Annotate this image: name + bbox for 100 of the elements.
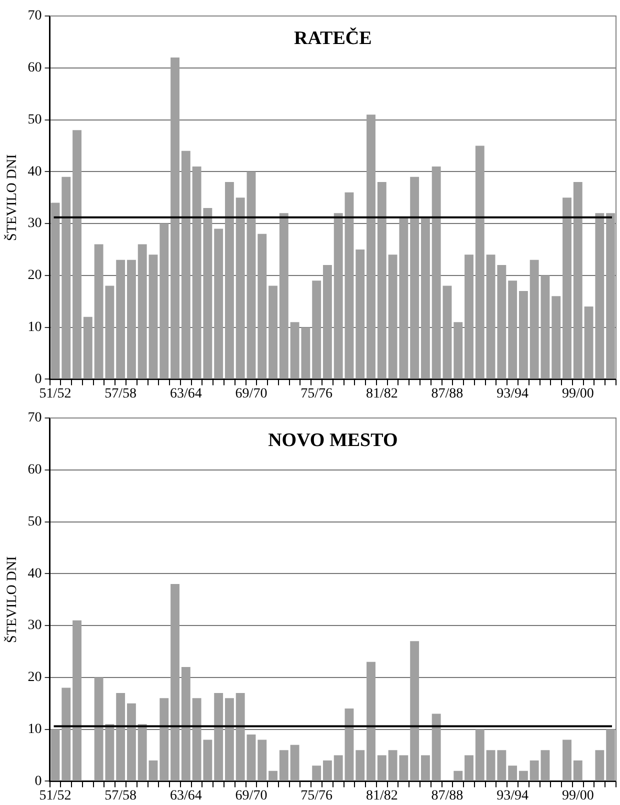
bar: [246, 734, 256, 781]
x-tick-label: 87/88: [431, 386, 464, 402]
bar: [50, 729, 60, 781]
x-tick-label: 75/76: [300, 386, 333, 402]
bar: [138, 724, 147, 781]
bar: [322, 760, 332, 781]
bar: [50, 202, 60, 379]
bar: [127, 260, 136, 379]
bar: [497, 265, 506, 379]
bar: [224, 698, 234, 781]
bar: [268, 286, 278, 379]
bar: [464, 254, 474, 379]
y-tick-label: 50: [28, 514, 42, 530]
bar: [573, 182, 582, 379]
bar: [562, 740, 572, 781]
bar: [160, 698, 169, 781]
bar: [236, 692, 245, 781]
bar: [72, 620, 82, 781]
bar: [540, 275, 550, 379]
bar: [508, 280, 518, 379]
bar: [290, 744, 300, 781]
y-tick-label: 10: [28, 722, 42, 737]
bar: [432, 714, 441, 781]
y-tick-label: 40: [28, 566, 42, 582]
bar: [116, 692, 126, 781]
bar: [181, 667, 190, 781]
bar: [116, 260, 126, 379]
bar: [160, 224, 169, 379]
bar: [420, 755, 430, 781]
bar: [181, 150, 190, 379]
bar: [224, 182, 234, 379]
bar: [573, 760, 582, 781]
bar: [62, 688, 71, 781]
bar: [312, 766, 322, 781]
y-tick-label: 10: [28, 320, 42, 335]
bar: [540, 750, 550, 781]
x-tick-label: 87/88: [431, 788, 464, 804]
bar: [148, 760, 158, 781]
y-tick-label: 20: [28, 268, 42, 284]
bar: [486, 254, 496, 379]
y-axis-title: ŠTEVILO DNI: [3, 154, 20, 241]
bar: [518, 770, 528, 781]
x-tick-label: 75/76: [300, 788, 333, 804]
y-tick-label: 30: [28, 216, 42, 232]
bar: [508, 766, 518, 781]
bar: [246, 172, 256, 379]
x-tick-label: 63/64: [170, 386, 202, 402]
bar: [258, 234, 267, 379]
bar: [606, 729, 616, 781]
bar: [410, 176, 420, 379]
bar: [432, 166, 441, 379]
bar: [268, 770, 278, 781]
bar: [606, 213, 616, 379]
bar: [366, 114, 376, 379]
x-tick-label: 99/00: [562, 788, 594, 804]
bar: [497, 750, 506, 781]
bar: [236, 198, 245, 379]
text: NOVO MESTO: [268, 430, 398, 452]
bar: [312, 280, 322, 379]
bar: [464, 755, 474, 781]
bar: [356, 249, 365, 379]
bar: [552, 296, 561, 379]
bar: [334, 755, 343, 781]
bar: [377, 182, 386, 379]
bar: [138, 244, 147, 379]
y-axis-title: ŠTEVILO DNI: [3, 556, 20, 643]
bar: [442, 286, 452, 379]
x-tick-label: 69/70: [235, 788, 268, 804]
y-tick-label: 30: [28, 618, 42, 634]
bar: [366, 662, 376, 781]
x-tick-label: 99/00: [562, 386, 594, 402]
bar: [148, 254, 158, 379]
bar: [530, 760, 539, 781]
y-tick-label: 70: [28, 410, 42, 426]
y-tick-label: 60: [28, 462, 42, 478]
bar: [279, 213, 288, 379]
bar: [584, 306, 594, 379]
bar: [344, 708, 354, 781]
bar: [127, 703, 136, 781]
y-tick-label: 70: [28, 8, 42, 24]
bar: [279, 750, 288, 781]
bar: [377, 755, 386, 781]
x-tick-label: 69/70: [235, 386, 268, 402]
bar: [170, 584, 180, 781]
bar: [258, 740, 267, 781]
bar: [475, 146, 484, 379]
x-tick-label: 63/64: [170, 788, 202, 804]
x-tick-label: 57/58: [104, 386, 137, 402]
y-tick-label: 60: [28, 60, 42, 76]
y-tick-label: 50: [28, 112, 42, 128]
bar: [356, 750, 365, 781]
bar: [454, 322, 463, 379]
bar: [518, 290, 528, 379]
bar: [486, 750, 496, 781]
y-tick-label: 40: [28, 164, 42, 180]
bar: [595, 750, 604, 781]
y-tick-label: 0: [34, 774, 42, 789]
bar: [214, 228, 224, 379]
bar: [454, 770, 463, 781]
bar: [83, 316, 92, 379]
